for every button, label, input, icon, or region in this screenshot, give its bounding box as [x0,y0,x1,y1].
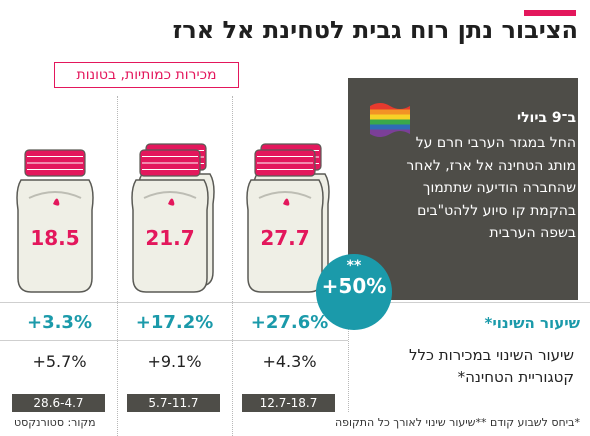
overall-change-badge [316,254,392,330]
column-separator [232,96,234,436]
rainbow-flag-icon [370,103,410,137]
weekly-change-value: +27.6% [250,312,329,333]
chart-subtitle: מכירות כמותיות, בטונות [54,62,239,88]
weekly-change-value: +3.3% [26,312,92,333]
footnote: *ביחס לשבוע קודם **שיעור שינוי לאורך כל … [334,416,580,429]
category-tick-label: 12.7-18.7 [242,394,335,412]
weekly-change-value: +17.2% [135,312,214,333]
overall-change-value: +50% [321,274,387,298]
jar-front [246,149,324,293]
bar-value-label: 27.7 [260,226,310,250]
bar-value-label: 18.5 [30,226,80,250]
row-divider [0,340,348,341]
category-tick-label: 28.6-4.7 [12,394,105,412]
category-change-value: +5.7% [32,352,87,371]
chart-title: הציבור נתן רוח גבית לטחינת אל ארז [172,16,578,44]
column-separator [348,300,350,412]
column-separator [117,96,119,436]
bar-value-label: 21.7 [145,226,195,250]
accent-bar [524,10,576,16]
jar-front [131,149,209,293]
subtitle-text: מכירות כמותיות, בטונות [76,67,217,83]
info-heading: ב־9 ביולי [516,110,576,126]
jar-front [16,149,94,293]
jars-graphic [16,143,330,293]
source-note: מקור: סטורנקסט [14,416,96,429]
overall-change-marker: ** [346,258,362,274]
row-label-category-change: שיעור השינוי במכירות כלל קטגוריית הטחינה… [409,346,574,386]
info-body: החל במגזר הערבי חרם על מותג הטחינה אל אר… [406,135,576,241]
category-change-value: +9.1% [147,352,202,371]
row-label-weekly-change: שיעור השינוי* [484,314,581,332]
category-change-value: +4.3% [262,352,317,371]
category-tick-label: 5.7-11.7 [127,394,220,412]
row-divider [0,302,590,303]
